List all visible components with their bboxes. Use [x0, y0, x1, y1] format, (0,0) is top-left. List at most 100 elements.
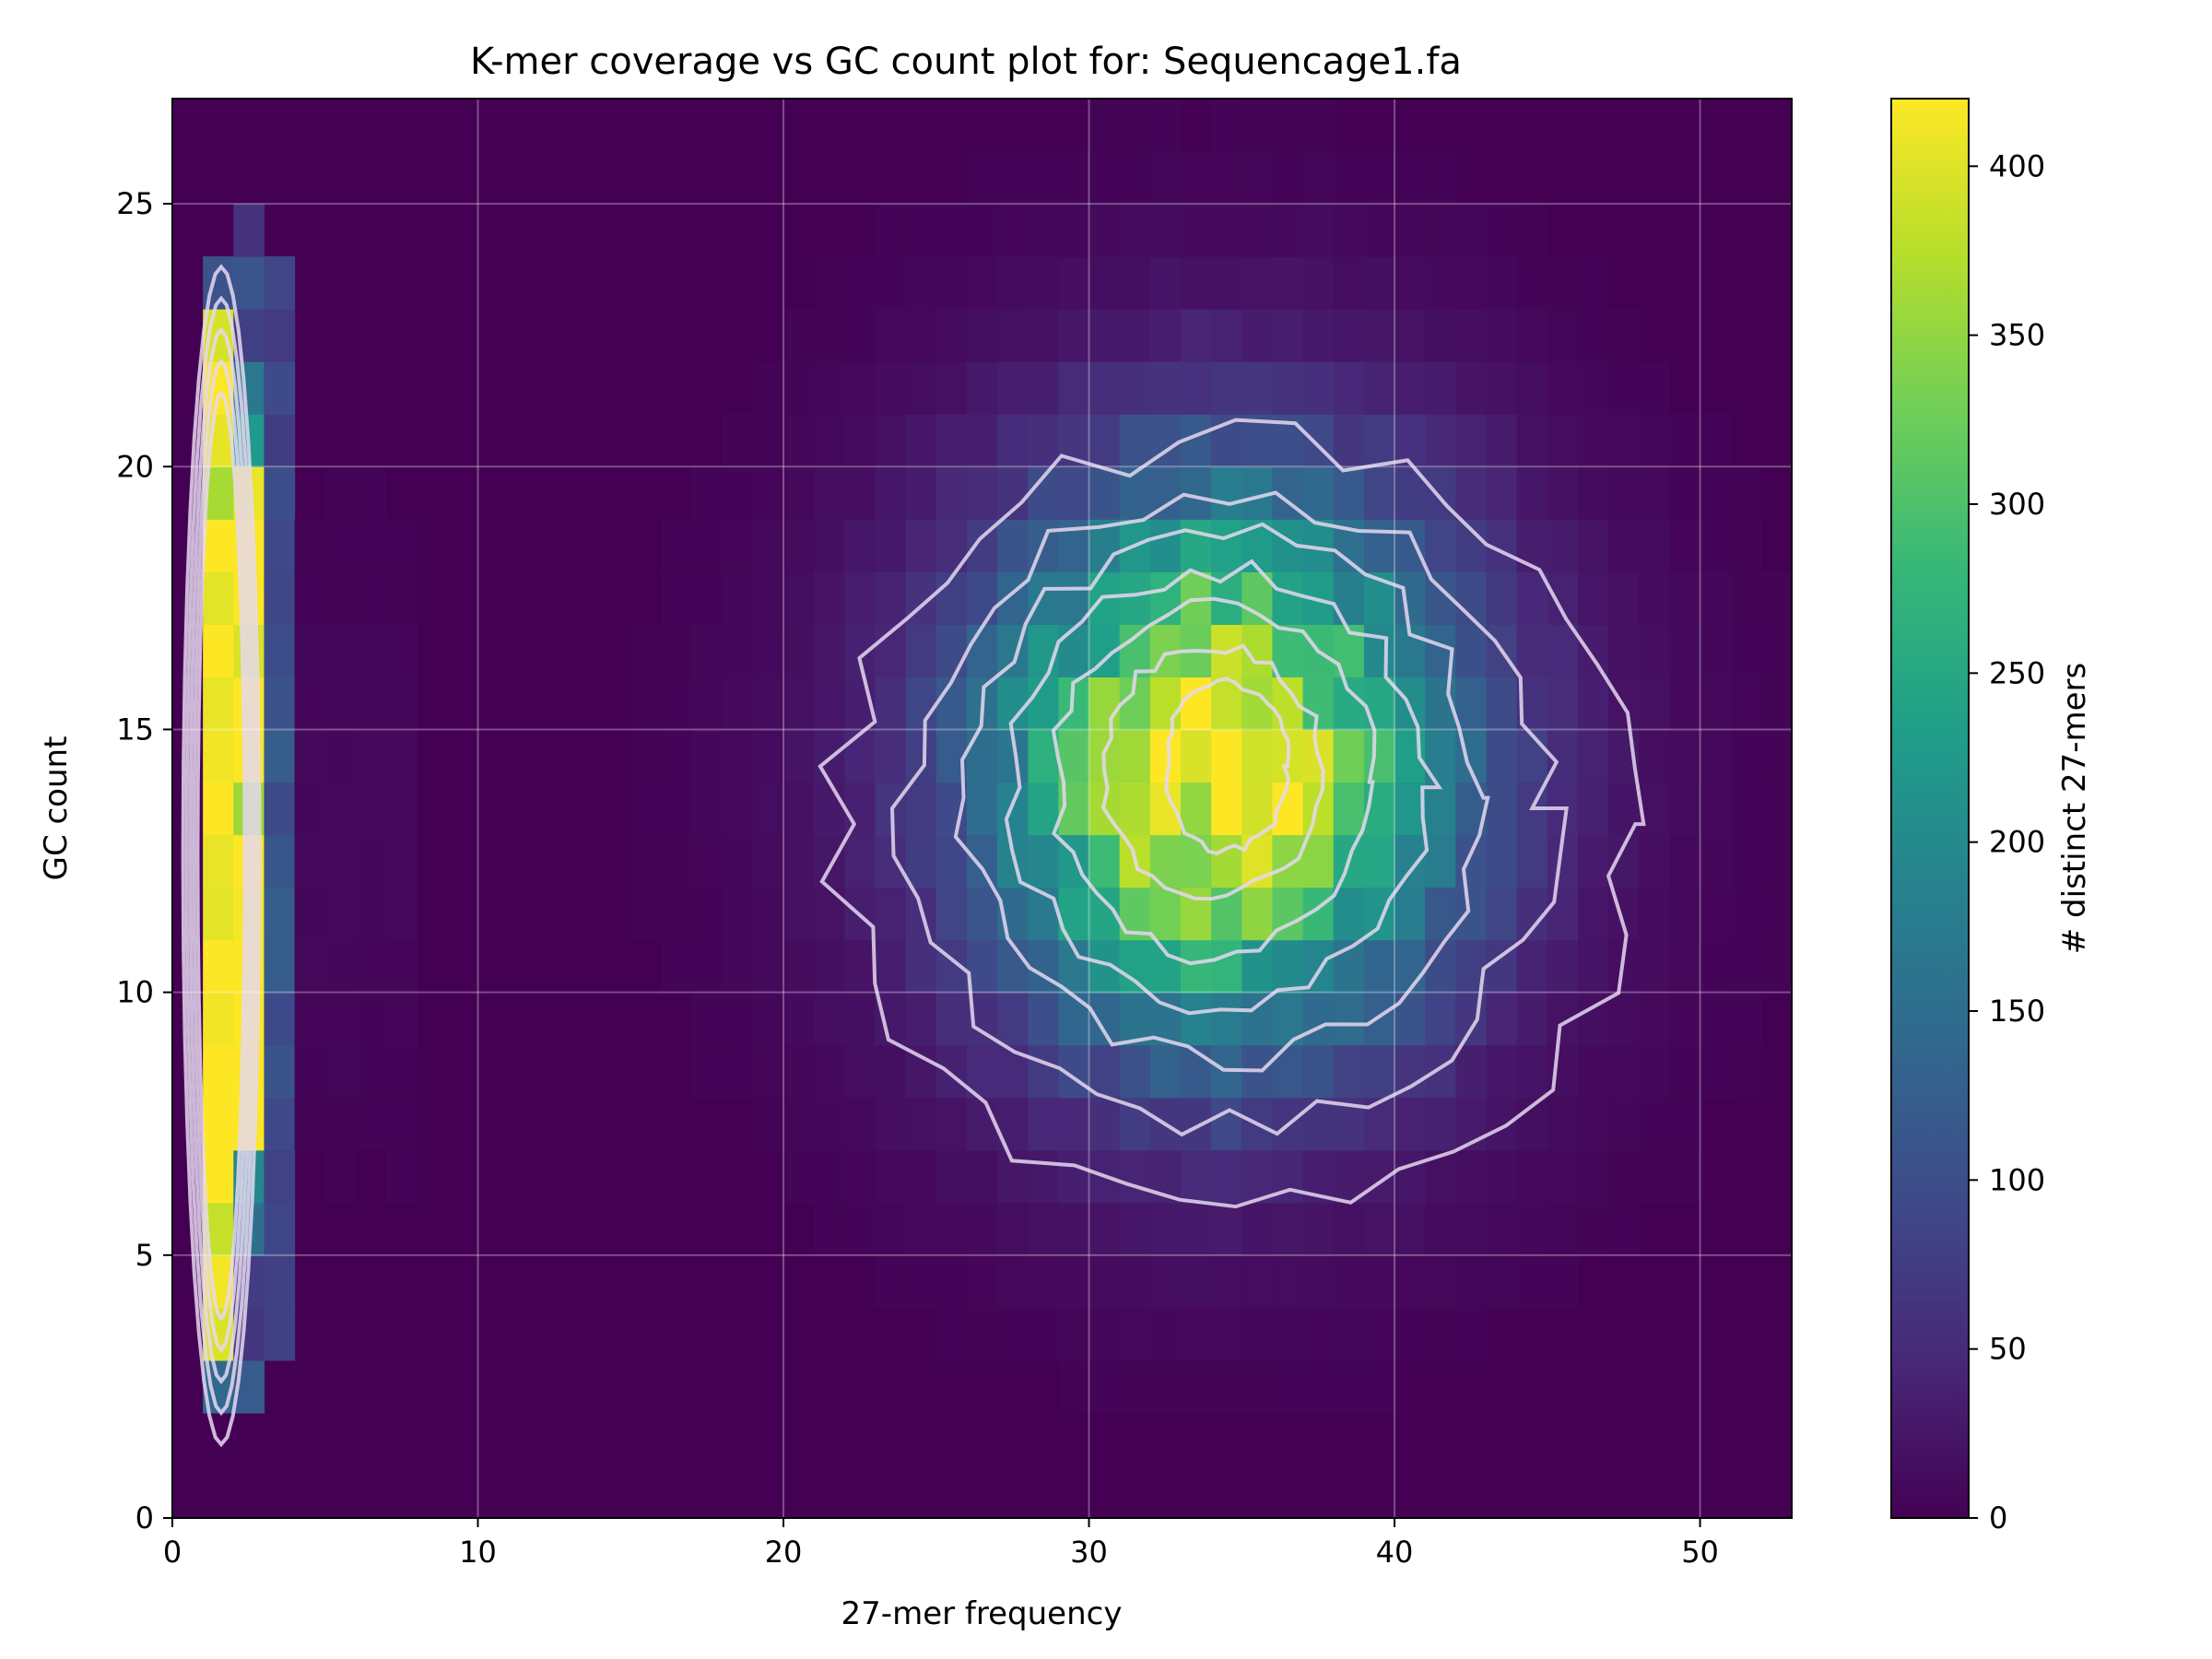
heatmap-cell [1760, 887, 1793, 941]
heatmap-cell [1669, 1097, 1701, 1151]
heatmap-cell [203, 834, 234, 888]
heatmap-cell [844, 414, 877, 467]
heatmap-cell [1119, 1202, 1151, 1256]
heatmap-cell [905, 414, 937, 467]
heatmap-cell [1363, 1044, 1395, 1099]
heatmap-cell [752, 466, 784, 520]
heatmap-cell [1760, 939, 1793, 994]
heatmap-cell [1058, 256, 1090, 310]
heatmap-cell [1272, 309, 1304, 362]
heatmap-cell [1302, 677, 1335, 731]
heatmap-cell [1088, 1044, 1121, 1099]
y-axis-label: GC count [38, 736, 75, 881]
heatmap-cell [630, 887, 663, 941]
heatmap-cell [783, 519, 815, 572]
x-tick-label: 0 [163, 1535, 182, 1570]
heatmap-cell [1394, 256, 1426, 310]
heatmap-cell [1333, 571, 1365, 625]
heatmap-cell [1302, 1202, 1335, 1256]
heatmap-cell [324, 834, 357, 888]
heatmap-cell [691, 1044, 724, 1099]
heatmap-cell [1333, 466, 1365, 520]
heatmap-cell [1302, 309, 1335, 362]
heatmap-cell [1363, 519, 1395, 572]
heatmap-cell [1760, 677, 1793, 731]
heatmap-cell [1333, 309, 1365, 362]
heatmap-cells [172, 99, 1793, 1518]
heatmap-cell [1241, 729, 1274, 783]
heatmap-cell [1333, 887, 1365, 941]
heatmap-cell [875, 677, 907, 731]
heatmap-cell [1302, 1044, 1335, 1099]
y-tick-label: 15 [116, 712, 154, 747]
heatmap-cell [1455, 361, 1488, 415]
heatmap-cell [691, 729, 724, 783]
colorbar-tick-label: 200 [1989, 825, 2045, 860]
heatmap-cell [1730, 571, 1762, 625]
density-contours [181, 264, 1646, 1448]
heatmap-cell [1425, 834, 1456, 888]
x-tick-label: 10 [459, 1535, 497, 1570]
heatmap-cell [264, 1097, 296, 1151]
heatmap-cell [1547, 1202, 1579, 1256]
heatmap-cell [324, 887, 357, 941]
heatmap-cell [722, 992, 754, 1046]
colorbar-tick-label: 250 [1989, 655, 2045, 690]
heatmap-cell [1547, 414, 1579, 467]
heatmap-cell [905, 1149, 937, 1204]
heatmap-cell [1363, 151, 1395, 205]
heatmap-cell [1211, 1097, 1242, 1151]
heatmap-cell [905, 1044, 937, 1099]
heatmap-cell [1180, 992, 1212, 1046]
heatmap-cell [997, 309, 1029, 362]
heatmap-cell [691, 571, 724, 625]
heatmap-cell [1363, 624, 1395, 678]
heatmap-cell [1516, 571, 1548, 625]
heatmap-cell [1730, 729, 1762, 783]
heatmap-cell [814, 782, 845, 836]
heatmap-cell [203, 1097, 234, 1151]
heatmap-cell [691, 466, 724, 520]
heatmap-cell [1149, 939, 1182, 994]
heatmap-cell [294, 887, 326, 941]
heatmap-cell [1700, 729, 1732, 783]
heatmap-cell [1180, 519, 1212, 572]
y-tick-label: 25 [116, 186, 154, 221]
heatmap-cell [386, 624, 418, 678]
heatmap-cell [1516, 1254, 1548, 1309]
heatmap-cell [1455, 204, 1488, 257]
heatmap-cell [814, 414, 845, 467]
heatmap-cell [1211, 204, 1242, 257]
heatmap-cell [386, 887, 418, 941]
heatmap-cell [935, 992, 968, 1046]
heatmap-cell [1425, 1307, 1456, 1361]
heatmap-cell [814, 466, 845, 520]
contour-line [818, 418, 1646, 1209]
heatmap-cell [1547, 519, 1579, 572]
heatmap-cell [1058, 1202, 1090, 1256]
heatmap-cell [844, 992, 877, 1046]
contour-line [181, 264, 262, 1448]
heatmap-cell [264, 256, 296, 310]
heatmap-cell [264, 729, 296, 783]
heatmap-cell [1577, 414, 1609, 467]
heatmap-cell [1730, 1044, 1762, 1099]
heatmap-cell [1608, 1097, 1640, 1151]
heatmap-cell [1669, 624, 1701, 678]
heatmap-cell [966, 1254, 998, 1309]
heatmap-cell [966, 256, 998, 310]
heatmap-cell [814, 729, 845, 783]
heatmap-cell [1547, 677, 1579, 731]
heatmap-cell [1058, 309, 1090, 362]
heatmap-cell [1455, 1254, 1488, 1309]
heatmap-cell [1486, 1254, 1518, 1309]
heatmap-cell [905, 624, 937, 678]
heatmap-cell [935, 1044, 968, 1099]
colorbar [1890, 98, 1970, 1519]
heatmap-cell [1333, 1359, 1365, 1414]
heatmap-cell [203, 571, 234, 625]
heatmap-cell [783, 361, 815, 415]
heatmap-cell [1577, 1202, 1609, 1256]
heatmap-cell [1149, 1202, 1182, 1256]
heatmap-cell [1119, 571, 1151, 625]
